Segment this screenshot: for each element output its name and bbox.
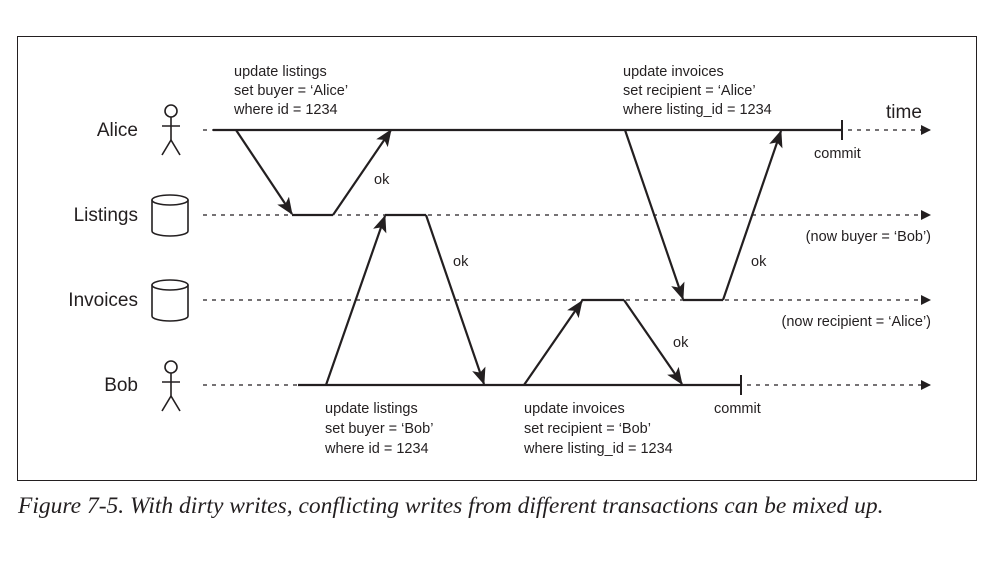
bob-person-icon	[161, 360, 181, 412]
alice-listings-write-path	[235, 129, 392, 217]
actor-label-listings: Listings	[74, 205, 138, 226]
sql-line: where listing_id = 1234	[622, 102, 772, 118]
sql-line: where id = 1234	[324, 441, 429, 457]
listings-state-note: (now buyer = ‘Bob’)	[806, 229, 931, 245]
bob-listings-write-path	[324, 213, 486, 386]
actor-label-invoices: Invoices	[68, 290, 138, 311]
sql-line: where listing_id = 1234	[523, 441, 673, 457]
invoices-database-icon	[151, 279, 189, 322]
bob-invoices-update-text: update invoices set recipient = ‘Bob’ wh…	[523, 401, 673, 457]
ok-label: ok	[751, 254, 767, 270]
sql-line: update listings	[325, 401, 418, 417]
figure-frame	[17, 36, 977, 481]
ok-label: ok	[453, 254, 469, 270]
sql-line: update listings	[234, 64, 327, 80]
alice-invoices-update-text: update invoices set recipient = ‘Alice’ …	[622, 64, 772, 118]
bob-timeline	[203, 375, 931, 395]
dirty-writes-diagram: Alice Listings Invoices Bob	[68, 64, 932, 457]
actor-label-bob: Bob	[104, 375, 138, 396]
alice-commit-label: commit	[814, 146, 861, 162]
bob-listings-update-text: update listings set buyer = ‘Bob’ where …	[324, 401, 433, 457]
sql-line: set recipient = ‘Alice’	[623, 83, 756, 99]
sql-line: update invoices	[524, 401, 625, 417]
alice-person-icon	[161, 104, 181, 156]
bob-invoices-write-path	[523, 298, 683, 386]
time-axis-label: time	[886, 102, 922, 123]
listings-database-icon	[151, 194, 189, 237]
ok-label: ok	[374, 172, 390, 188]
invoices-state-note: (now recipient = ‘Alice’)	[782, 314, 932, 330]
sql-line: update invoices	[623, 64, 724, 80]
sql-line: where id = 1234	[233, 102, 338, 118]
ok-label: ok	[673, 335, 689, 351]
alice-listings-update-text: update listings set buyer = ‘Alice’ wher…	[233, 64, 348, 118]
bob-commit-label: commit	[714, 401, 761, 417]
figure-caption: Figure 7-5. With dirty writes, conflicti…	[18, 493, 884, 519]
alice-timeline	[203, 120, 931, 140]
sql-line: set buyer = ‘Bob’	[325, 421, 433, 437]
sql-line: set recipient = ‘Bob’	[524, 421, 651, 437]
alice-invoices-write-path	[623, 129, 783, 302]
sql-line: set buyer = ‘Alice’	[234, 83, 348, 99]
actor-label-alice: Alice	[97, 120, 138, 141]
